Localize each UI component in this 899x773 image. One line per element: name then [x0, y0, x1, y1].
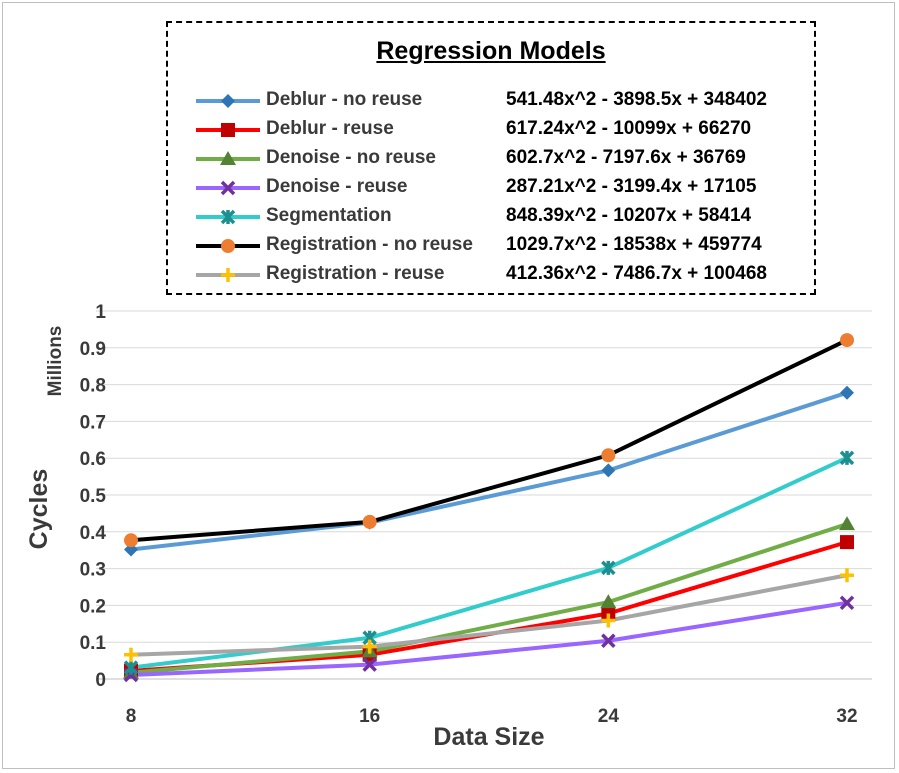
legend-swatch: [196, 94, 260, 108]
data-point-segmentation: [123, 660, 139, 675]
series-line-registration-reuse: [130, 573, 848, 657]
legend-label: Registration - no reuse: [266, 234, 473, 255]
y-tick-label: 0: [95, 670, 106, 691]
data-point-registration-no-reuse: [840, 333, 854, 348]
data-point-deblur-no-reuse: [601, 463, 616, 478]
legend-equation: 617.24x^2 - 10099x + 66270: [506, 118, 752, 139]
legend-swatch-marker: [221, 239, 235, 253]
marker-stroke: [839, 450, 855, 466]
marker-stroke: [220, 209, 236, 225]
x-tick-label: 8: [126, 706, 137, 727]
series-line-denoise-no-reuse: [130, 522, 848, 675]
series-line-registration-no-reuse: [130, 338, 848, 543]
legend-item: Registration - no reuse 1029.7x^2 - 18538…: [192, 232, 802, 260]
marker-stroke: [601, 613, 616, 628]
legend-swatch: [196, 123, 260, 137]
y-tick-label: 0.9: [80, 339, 106, 360]
legend-label: Denoise - reuse: [266, 176, 408, 197]
data-point-deblur-reuse: [840, 535, 854, 550]
legend-equation: 412.36x^2 - 7486.7x + 100468: [506, 263, 767, 284]
marker-stroke: [124, 647, 138, 662]
legend-swatch-marker: [221, 268, 235, 282]
marker-stroke: [362, 657, 377, 672]
y-axis-unit: Millions: [45, 326, 66, 397]
data-point-denoise-reuse: [601, 633, 616, 648]
legend-label: Segmentation: [266, 205, 392, 226]
y-tick-label: 0.4: [80, 523, 107, 544]
y-tick-label: 0.2: [80, 596, 106, 617]
legend-label: Deblur - no reuse: [266, 89, 423, 110]
data-point-denoise-reuse: [362, 657, 377, 672]
legend-swatch-marker: [221, 123, 235, 137]
series-line-deblur-no-reuse: [130, 390, 848, 552]
legend-equation: 287.21x^2 - 3199.4x + 17105: [506, 176, 757, 197]
data-point-registration-reuse: [840, 568, 854, 583]
legend-label: Deblur - reuse: [266, 118, 394, 139]
marker-stroke: [220, 180, 236, 196]
legend-equation: 848.39x^2 - 10207x + 58414: [506, 205, 752, 226]
marker-stroke: [840, 568, 854, 583]
y-tick-label: 0.3: [80, 560, 106, 581]
legend-equation: 541.48x^2 - 3898.5x + 348402: [506, 89, 767, 110]
legend-swatch-marker: [220, 180, 236, 196]
legend-swatch: [196, 209, 260, 225]
legend-equation: 1029.7x^2 - 18538x + 459774: [506, 234, 762, 255]
x-tick-label: 32: [836, 706, 857, 727]
data-point-registration-no-reuse: [362, 514, 377, 529]
legend-label: Denoise - no reuse: [266, 147, 436, 168]
marker-stroke: [601, 560, 616, 576]
legend-swatch: [196, 180, 260, 196]
y-tick-label: 0.8: [80, 376, 106, 397]
legend-swatch-marker: [220, 151, 236, 165]
legend-item: Deblur - reuse 617.24x^2 - 10099x + 66270: [192, 116, 802, 144]
legend-swatch: [196, 268, 260, 282]
legend-item: Denoise - no reuse 602.7x^2 - 7197.6x + 3…: [192, 145, 802, 173]
legend-item: Deblur - no reuse 541.48x^2 - 3898.5x + 3…: [192, 87, 802, 115]
legend-label: Registration - reuse: [266, 263, 445, 284]
x-tick-label: 24: [598, 706, 620, 727]
x-tick-label: 16: [359, 706, 380, 727]
legend-swatch: [196, 239, 260, 253]
y-tick-label: 0.7: [80, 412, 106, 433]
data-point-denoise-reuse: [839, 595, 855, 611]
y-axis-title: Cycles: [25, 469, 53, 550]
legend-title: Regression Models: [376, 37, 606, 65]
marker-stroke: [362, 639, 377, 654]
y-tick-label: 0.1: [80, 633, 107, 654]
series-line-segmentation: [130, 456, 848, 670]
data-point-segmentation: [839, 450, 855, 466]
legend-swatch: [196, 151, 260, 165]
legend-swatch-marker: [220, 209, 236, 225]
legend: Regression Models Deblur - no reuse 541.4…: [166, 21, 816, 295]
series-line-denoise-reuse: [130, 600, 848, 677]
legend-swatch-marker: [221, 94, 235, 108]
data-point-registration-reuse: [124, 647, 138, 662]
data-point-registration-no-reuse: [124, 533, 138, 548]
marker-stroke: [123, 660, 139, 675]
data-point-registration-reuse: [362, 639, 377, 654]
data-point-registration-no-reuse: [601, 448, 616, 463]
legend-item: Denoise - reuse 287.21x^2 - 3199.4x + 171…: [192, 174, 802, 202]
legend-item: Segmentation 848.39x^2 - 10207x + 58414: [192, 203, 802, 231]
y-tick-label: 1: [95, 302, 106, 323]
y-tick-label: 0.6: [80, 449, 106, 470]
x-axis-title: Data Size: [433, 723, 544, 751]
marker-stroke: [221, 268, 235, 282]
data-point-deblur-no-reuse: [840, 385, 854, 400]
marker-stroke: [839, 595, 855, 611]
legend-equation: 602.7x^2 - 7197.6x + 36769: [506, 147, 746, 168]
marker-stroke: [601, 633, 616, 648]
data-point-denoise-no-reuse: [600, 594, 617, 609]
legend-item: Registration - reuse 412.36x^2 - 7486.7x …: [192, 261, 802, 289]
y-tick-label: 0.5: [80, 486, 107, 507]
data-point-registration-reuse: [601, 613, 616, 628]
data-point-denoise-no-reuse: [839, 516, 855, 531]
data-point-segmentation: [601, 560, 616, 576]
